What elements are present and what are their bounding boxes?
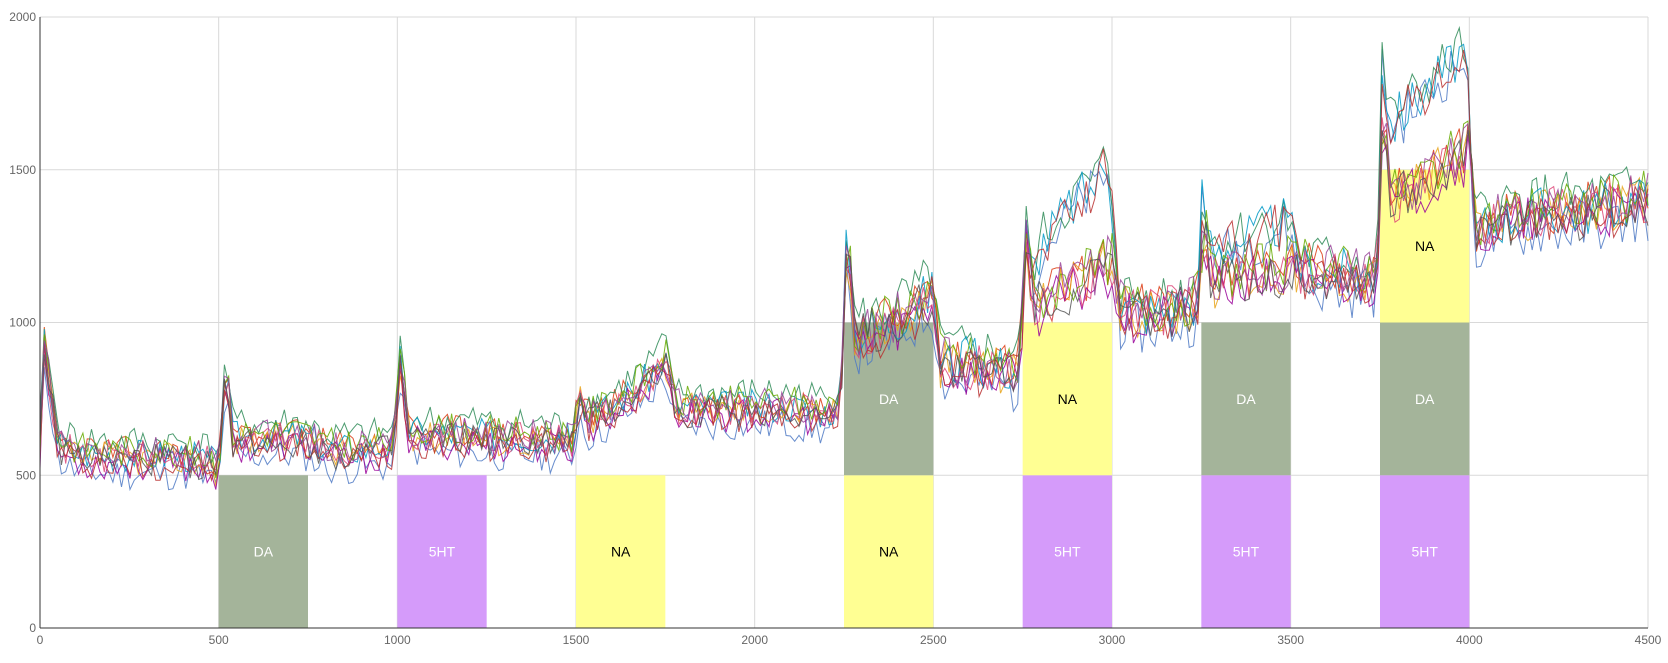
- block-na: [576, 475, 666, 628]
- y-tick-label: 2000: [9, 10, 36, 24]
- block-5ht: [1201, 475, 1291, 628]
- block-5ht: [1380, 475, 1470, 628]
- series-line-11: [39, 129, 1649, 481]
- block-5ht: [397, 475, 487, 628]
- block-da: [218, 475, 308, 628]
- x-tick-label: 0: [37, 633, 44, 647]
- block-da: [1201, 322, 1291, 476]
- block-da: [1380, 322, 1470, 476]
- x-tick-label: 3500: [1277, 633, 1304, 647]
- block-label-5ht: 5HT: [1054, 544, 1081, 560]
- block-label-5ht: 5HT: [1233, 544, 1260, 560]
- x-tick-label: 2500: [920, 633, 947, 647]
- block-label-na: NA: [879, 544, 899, 560]
- block-label-5ht: 5HT: [429, 544, 456, 560]
- axes: [39, 17, 1648, 629]
- x-tick-label: 4500: [1635, 633, 1662, 647]
- block-labels: DA 5HT NA NA DA 5HT NA 5HT DA 5HT DA NA: [254, 238, 1439, 560]
- stimulus-blocks: [218, 169, 1470, 628]
- block-label-na: NA: [1058, 391, 1078, 407]
- y-tick-label: 0: [29, 621, 36, 635]
- y-tick-label: 1500: [9, 163, 36, 177]
- block-5ht: [1022, 475, 1112, 628]
- block-label-5ht: 5HT: [1411, 544, 1438, 560]
- x-tick-label: 500: [209, 633, 229, 647]
- block-label-na: NA: [1415, 238, 1435, 254]
- y-tick-label: 500: [16, 468, 36, 482]
- block-label-da: DA: [1236, 391, 1256, 407]
- tick-labels: 0 500 1000 1500 2000 2500 3000 3500 4000 4500 0 500…: [9, 10, 1661, 647]
- x-tick-label: 4000: [1456, 633, 1483, 647]
- block-na: [844, 475, 934, 628]
- x-tick-label: 3000: [1099, 633, 1126, 647]
- block-na: [1022, 322, 1112, 476]
- series-lines: [39, 25, 1649, 492]
- block-label-na: NA: [611, 544, 631, 560]
- y-tick-label: 1000: [9, 316, 36, 330]
- x-tick-label: 2000: [741, 633, 768, 647]
- block-label-da: DA: [254, 544, 274, 560]
- x-tick-label: 1500: [563, 633, 590, 647]
- block-label-da: DA: [1415, 391, 1435, 407]
- x-tick-label: 1000: [384, 633, 411, 647]
- block-label-da: DA: [879, 391, 899, 407]
